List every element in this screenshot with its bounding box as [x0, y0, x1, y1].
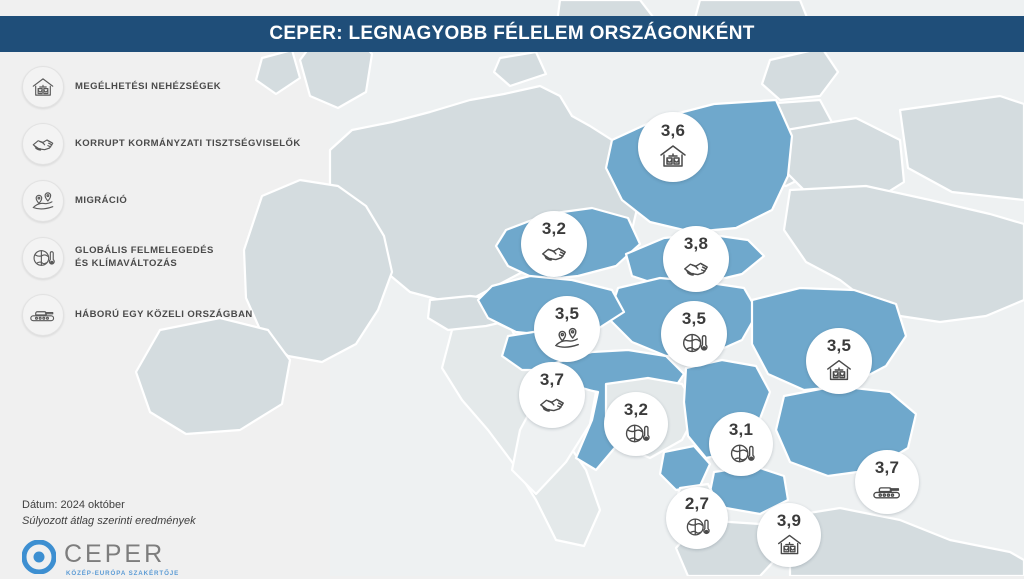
footer-date: Dátum: 2024 október — [22, 499, 125, 511]
logo-tagline: KÖZÉP-EURÓPA SZAKÉRTŐJE — [66, 569, 180, 577]
map-marker-magyarország[interactable]: 3,5 — [661, 301, 727, 367]
map-marker-bulgária[interactable]: 3,7 — [855, 450, 919, 514]
legend-item-corruption: KORRUPT KORMÁNYZATI TISZTSÉGVISELŐK — [22, 123, 322, 165]
marker-value: 3,5 — [681, 309, 707, 328]
globe-thermometer-icon — [683, 513, 711, 541]
ceper-logo: CEPER KÖZÉP-EURÓPA SZAKÉRTŐJE — [21, 539, 196, 579]
legend-item-migration: MIGRÁCIÓ — [22, 180, 322, 222]
map-marker-szerbia[interactable]: 3,1 — [709, 412, 773, 476]
handshake-icon — [22, 123, 64, 165]
footer: Dátum: 2024 október Súlyozott átlag szer… — [21, 498, 196, 579]
handshake-icon — [681, 253, 711, 283]
map-marker-szlovákia[interactable]: 3,8 — [663, 226, 729, 292]
tank-icon — [22, 294, 64, 336]
legend-label: MIGRÁCIÓ — [75, 194, 128, 206]
map-marker-románia[interactable]: 3,5 — [806, 328, 872, 394]
house-cost-icon — [22, 66, 64, 108]
legend: MEGÉLHETÉSI NEHÉZSÉGEK KORRUPT KORMÁNYZA… — [22, 66, 322, 351]
marker-value: 3,2 — [541, 219, 567, 238]
marker-value: 3,2 — [623, 399, 649, 419]
logo-target-icon — [21, 539, 57, 579]
legend-label: HÁBORÚ EGY KÖZELI ORSZÁGBAN — [75, 308, 253, 320]
globe-thermometer-icon — [727, 439, 756, 468]
marker-value: 3,9 — [776, 510, 802, 530]
map-marker-montenegró[interactable]: 2,7 — [666, 487, 728, 549]
map-marker-szlovénia[interactable]: 3,7 — [519, 362, 585, 428]
house-cost-icon — [657, 140, 689, 172]
globe-thermometer-icon — [679, 328, 709, 358]
globe-thermometer-icon — [622, 419, 651, 448]
map-pins-icon — [552, 323, 582, 353]
legend-item-climate: GLOBÁLIS FELMELEGEDÉS ÉS KLÍMAVÁLTOZÁS — [22, 237, 322, 279]
map-marker-ausztria[interactable]: 3,5 — [534, 296, 600, 362]
marker-value: 3,5 — [554, 304, 580, 323]
legend-item-living-costs: MEGÉLHETÉSI NEHÉZSÉGEK — [22, 66, 322, 108]
logo-wordmark: CEPER — [64, 539, 166, 568]
footer-note: Súlyozott átlag szerinti eredmények — [22, 514, 196, 527]
marker-value: 3,6 — [660, 121, 686, 140]
marker-value: 3,5 — [826, 336, 852, 355]
map-marker-csehország[interactable]: 3,2 — [521, 211, 587, 277]
marker-value: 3,7 — [539, 370, 565, 389]
globe-thermometer-icon — [22, 237, 64, 279]
legend-label: KORRUPT KORMÁNYZATI TISZTSÉGVISELŐK — [75, 137, 301, 149]
marker-value: 3,7 — [874, 457, 900, 477]
legend-label: GLOBÁLIS FELMELEGEDÉS ÉS KLÍMAVÁLTOZÁS — [75, 245, 214, 269]
map-pins-icon — [22, 180, 64, 222]
handshake-icon — [537, 389, 567, 419]
map-marker-horvátország[interactable]: 3,2 — [604, 392, 668, 456]
house-cost-icon — [775, 530, 804, 559]
marker-value: 2,7 — [684, 494, 710, 513]
map-marker-lengyelország[interactable]: 3,6 — [638, 112, 708, 182]
logo-text: CEPER KÖZÉP-EURÓPA SZAKÉRTŐJE — [64, 539, 180, 577]
marker-value: 3,8 — [683, 234, 709, 253]
title-bar: CEPER: LEGNAGYOBB FÉLELEM ORSZÁGONKÉNT — [0, 16, 1024, 52]
marker-value: 3,1 — [728, 419, 754, 439]
page-title: CEPER: LEGNAGYOBB FÉLELEM ORSZÁGONKÉNT — [269, 23, 755, 44]
legend-item-war: HÁBORÚ EGY KÖZELI ORSZÁGBAN — [22, 294, 322, 336]
house-cost-icon — [824, 355, 854, 385]
map-marker-észak-macedónia[interactable]: 3,9 — [757, 503, 821, 567]
legend-label: MEGÉLHETÉSI NEHÉZSÉGEK — [75, 80, 222, 92]
tank-icon — [872, 477, 902, 506]
handshake-icon — [539, 238, 569, 268]
